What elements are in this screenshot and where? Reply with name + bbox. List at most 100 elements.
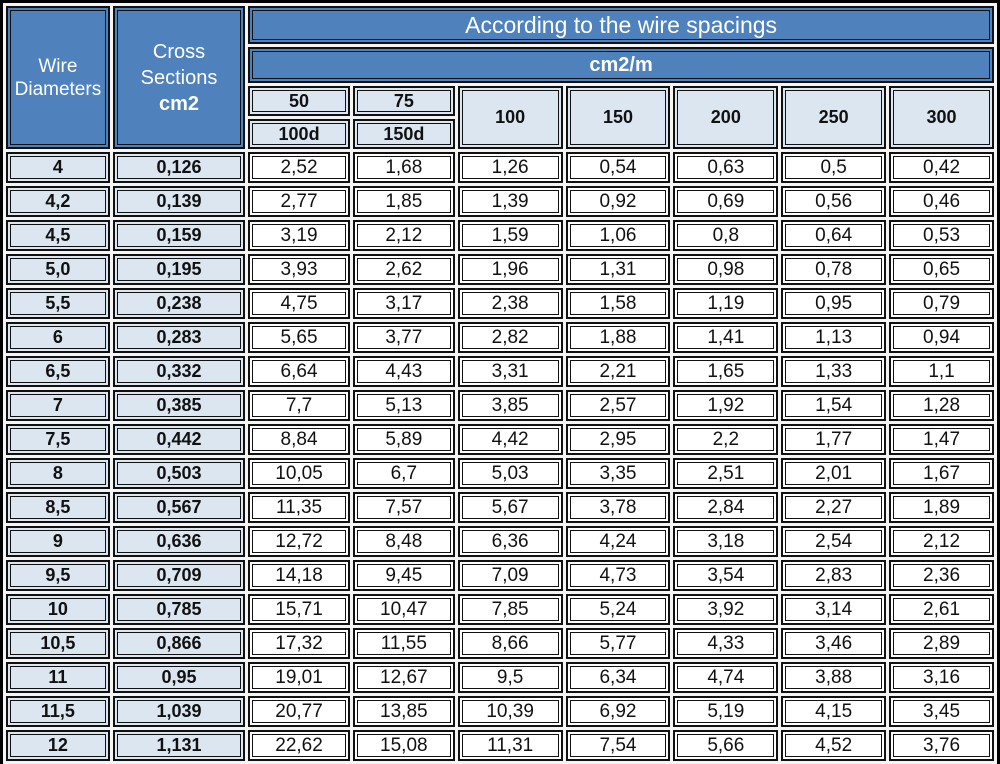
cell-wire-diameter: 9	[6, 526, 110, 557]
cell-cross-section: 0,283	[112, 322, 246, 353]
cell-value: 4,15	[781, 696, 887, 727]
cell-value: 2,52	[248, 152, 350, 183]
cell-value: 3,31	[457, 356, 563, 387]
cell-value: 5,03	[457, 458, 563, 489]
table-row: 4 0,126 2,52 1,68 1,26 0,54 0,63 0,5 0,42	[6, 152, 994, 183]
cell-wire-diameter: 11,5	[6, 696, 110, 727]
cell-cross-section: 0,139	[112, 186, 246, 217]
cell-value: 12,72	[248, 526, 350, 557]
cell-value: 2,95	[565, 424, 671, 455]
header-wire-diameters: Wire Diameters	[6, 6, 110, 149]
cell-cross-section: 1,131	[112, 730, 246, 761]
cell-value: 17,32	[248, 628, 350, 659]
cell-value: 0,94	[889, 322, 994, 353]
cell-value: 11,31	[457, 730, 563, 761]
cell-value: 3,88	[781, 662, 887, 693]
cell-value: 19,01	[248, 662, 350, 693]
table-row: 5,0 0,195 3,93 2,62 1,96 1,31 0,98 0,78 0,65	[6, 254, 994, 285]
table-row: 9,5 0,709 14,18 9,45 7,09 4,73 3,54 2,83 2,36	[6, 560, 994, 591]
cell-value: 3,77	[352, 322, 455, 353]
cell-wire-diameter: 9,5	[6, 560, 110, 591]
header-spacing-150d: 150d	[352, 119, 455, 149]
cell-value: 3,92	[673, 594, 779, 625]
cell-value: 14,18	[248, 560, 350, 591]
cell-value: 1,88	[565, 322, 671, 353]
cell-value: 3,17	[352, 288, 455, 319]
cell-wire-diameter: 7	[6, 390, 110, 421]
table-row: 4,5 0,159 3,19 2,12 1,59 1,06 0,8 0,64 0,53	[6, 220, 994, 251]
cell-value: 1,41	[673, 322, 779, 353]
cell-value: 0,98	[673, 254, 779, 285]
cell-cross-section: 0,332	[112, 356, 246, 387]
cell-value: 3,16	[889, 662, 994, 693]
cell-value: 1,58	[565, 288, 671, 319]
table-row: 7,5 0,442 8,84 5,89 4,42 2,95 2,2 1,77 1,47	[6, 424, 994, 455]
cell-value: 0,53	[889, 220, 994, 251]
table-row: 9 0,636 12,72 8,48 6,36 4,24 3,18 2,54 2,12	[6, 526, 994, 557]
cell-wire-diameter: 6	[6, 322, 110, 353]
cell-value: 0,92	[565, 186, 671, 217]
cell-value: 2,12	[352, 220, 455, 251]
cell-cross-section: 0,238	[112, 288, 246, 319]
cell-value: 0,65	[889, 254, 994, 285]
cell-value: 3,19	[248, 220, 350, 251]
cell-value: 0,8	[673, 220, 779, 251]
cell-value: 1,54	[781, 390, 887, 421]
cell-wire-diameter: 4,2	[6, 186, 110, 217]
cell-cross-section: 1,039	[112, 696, 246, 727]
cell-value: 5,13	[352, 390, 455, 421]
header-spacing-250: 250	[781, 86, 887, 149]
table-row: 8,5 0,567 11,35 7,57 5,67 3,78 2,84 2,27 1,89	[6, 492, 994, 523]
cell-value: 7,09	[457, 560, 563, 591]
cell-value: 1,26	[457, 152, 563, 183]
cell-value: 3,85	[457, 390, 563, 421]
cell-value: 2,77	[248, 186, 350, 217]
cell-wire-diameter: 6,5	[6, 356, 110, 387]
cell-value: 2,51	[673, 458, 779, 489]
cell-value: 0,64	[781, 220, 887, 251]
header-cross-sections-line2: Sections	[140, 66, 218, 89]
cell-value: 5,77	[565, 628, 671, 659]
cell-value: 1,33	[781, 356, 887, 387]
cell-value: 0,63	[673, 152, 779, 183]
header-spacing-150: 150	[565, 86, 671, 149]
table-row: 6,5 0,332 6,64 4,43 3,31 2,21 1,65 1,33 1,1	[6, 356, 994, 387]
cell-value: 8,66	[457, 628, 563, 659]
header-group-unit: cm2/m	[248, 47, 994, 83]
cell-value: 6,36	[457, 526, 563, 557]
cell-value: 3,14	[781, 594, 887, 625]
cell-value: 0,56	[781, 186, 887, 217]
cell-value: 2,36	[889, 560, 994, 591]
cell-value: 4,74	[673, 662, 779, 693]
cell-value: 10,39	[457, 696, 563, 727]
cell-value: 8,48	[352, 526, 455, 557]
cell-value: 1,31	[565, 254, 671, 285]
cell-value: 5,66	[673, 730, 779, 761]
cell-value: 3,35	[565, 458, 671, 489]
cell-value: 5,24	[565, 594, 671, 625]
cell-cross-section: 0,503	[112, 458, 246, 489]
cell-wire-diameter: 10,5	[6, 628, 110, 659]
cell-value: 5,67	[457, 492, 563, 523]
cell-value: 11,35	[248, 492, 350, 523]
cell-value: 6,7	[352, 458, 455, 489]
cell-value: 4,24	[565, 526, 671, 557]
cell-value: 1,47	[889, 424, 994, 455]
cell-value: 7,54	[565, 730, 671, 761]
cell-value: 1,59	[457, 220, 563, 251]
cell-value: 0,79	[889, 288, 994, 319]
cell-value: 1,68	[352, 152, 455, 183]
cell-value: 1,39	[457, 186, 563, 217]
cell-value: 1,89	[889, 492, 994, 523]
cell-value: 6,34	[565, 662, 671, 693]
cell-value: 4,73	[565, 560, 671, 591]
cell-value: 2,57	[565, 390, 671, 421]
wire-spacing-table: Wire Diameters Cross Sections cm2 Accord…	[3, 3, 997, 764]
table-row: 5,5 0,238 4,75 3,17 2,38 1,58 1,19 0,95 0,79	[6, 288, 994, 319]
cell-value: 2,01	[781, 458, 887, 489]
cell-value: 10,05	[248, 458, 350, 489]
cell-value: 5,65	[248, 322, 350, 353]
cell-value: 9,45	[352, 560, 455, 591]
cell-value: 7,57	[352, 492, 455, 523]
cell-value: 22,62	[248, 730, 350, 761]
